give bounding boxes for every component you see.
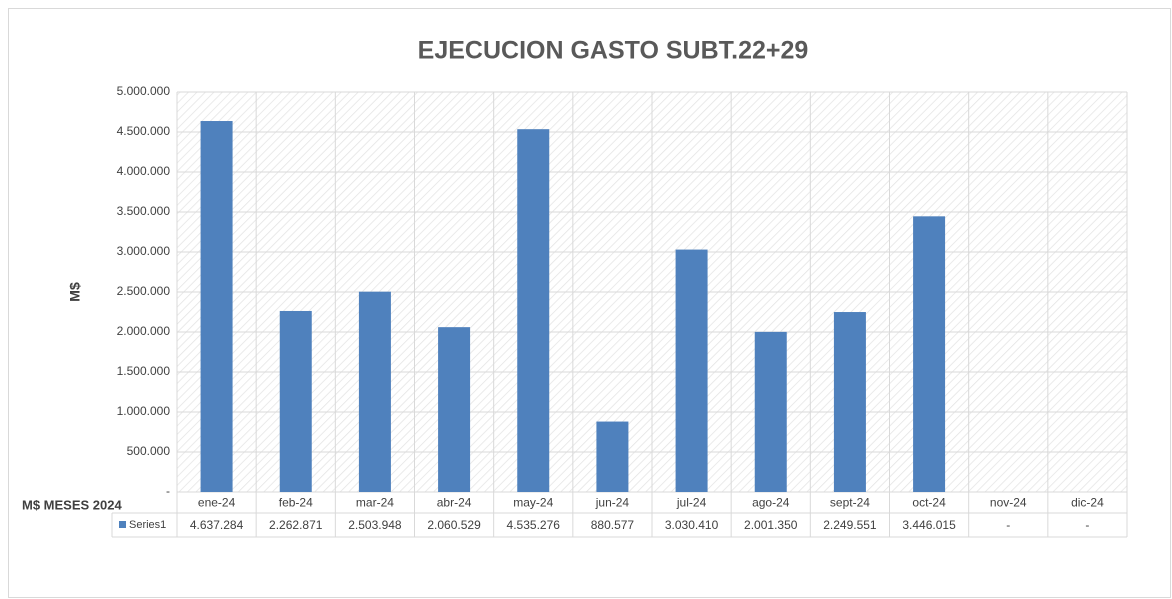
bar [279, 310, 312, 492]
y-tick-label: - [166, 484, 170, 498]
y-tick-label: 1.000.000 [117, 404, 171, 418]
x-tick-label: abr-24 [437, 496, 472, 510]
y-tick-label: 1.500.000 [117, 364, 171, 378]
data-table-value: 3.446.015 [902, 518, 956, 532]
bar [517, 129, 550, 492]
legend-swatch [119, 521, 126, 528]
data-table-value: 4.637.284 [190, 518, 244, 532]
bar [675, 249, 708, 492]
bar [596, 421, 629, 492]
x-tick-label: ene-24 [198, 496, 236, 510]
x-tick-label: jul-24 [676, 496, 707, 510]
x-tick-label: nov-24 [990, 496, 1027, 510]
x-tick-label: feb-24 [279, 496, 313, 510]
bar [913, 216, 946, 493]
y-tick-label: 4.000.000 [117, 164, 171, 178]
data-table-value: 2.503.948 [348, 518, 402, 532]
y-tick-label: 2.000.000 [117, 324, 171, 338]
y-tick-label: 5.000.000 [117, 84, 171, 98]
data-table-value: 2.262.871 [269, 518, 323, 532]
x-tick-label: ago-24 [752, 496, 790, 510]
x-tick-label: mar-24 [356, 496, 394, 510]
bar [358, 291, 391, 492]
x-tick-label: may-24 [513, 496, 553, 510]
y-tick-label: 500.000 [127, 444, 171, 458]
x-axis-label: M$ MESES 2024 [22, 497, 122, 512]
bar [833, 312, 866, 492]
x-tick-label: jun-24 [595, 496, 630, 510]
data-table-value: - [1006, 518, 1010, 532]
x-tick-label: oct-24 [912, 496, 946, 510]
data-table-value: 4.535.276 [507, 518, 561, 532]
y-tick-label: 3.000.000 [117, 244, 171, 258]
y-axis-label: M$ [67, 282, 83, 302]
bar [438, 327, 471, 492]
data-table-value: 880.577 [591, 518, 635, 532]
chart-title: EJECUCION GASTO SUBT.22+29 [418, 37, 809, 65]
data-table-value: - [1085, 518, 1089, 532]
y-tick-label: 2.500.000 [117, 284, 171, 298]
x-tick-label: sept-24 [830, 496, 870, 510]
data-table-value: 2.001.350 [744, 518, 798, 532]
bar [200, 121, 233, 493]
data-table-value: 3.030.410 [665, 518, 719, 532]
data-table-value: 2.060.529 [427, 518, 481, 532]
y-tick-label: 3.500.000 [117, 204, 171, 218]
legend-label: Series1 [129, 519, 166, 531]
data-table-value: 2.249.551 [823, 518, 877, 532]
bar [754, 331, 787, 492]
x-tick-label: dic-24 [1071, 496, 1104, 510]
y-tick-label: 4.500.000 [117, 124, 171, 138]
